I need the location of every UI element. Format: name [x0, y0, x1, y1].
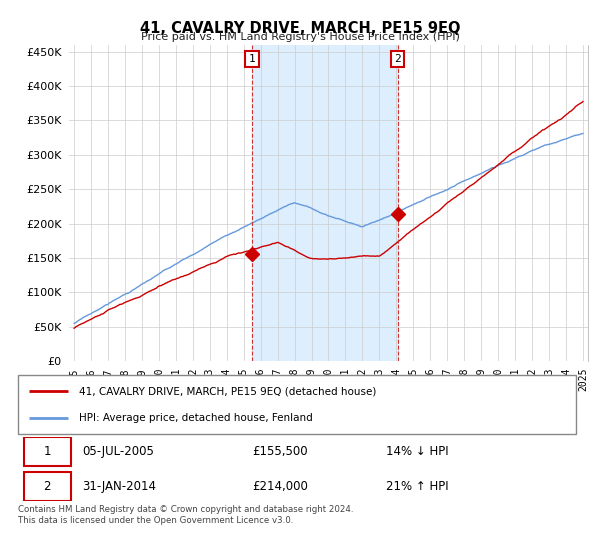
- Text: £214,000: £214,000: [253, 480, 308, 493]
- FancyBboxPatch shape: [23, 472, 71, 501]
- Text: 41, CAVALRY DRIVE, MARCH, PE15 9EQ (detached house): 41, CAVALRY DRIVE, MARCH, PE15 9EQ (deta…: [79, 386, 377, 396]
- Text: 05-JUL-2005: 05-JUL-2005: [82, 445, 154, 458]
- Text: 2: 2: [394, 54, 401, 64]
- Text: £155,500: £155,500: [253, 445, 308, 458]
- Text: 2: 2: [44, 480, 51, 493]
- FancyBboxPatch shape: [18, 375, 576, 434]
- Text: Price paid vs. HM Land Registry's House Price Index (HPI): Price paid vs. HM Land Registry's House …: [140, 32, 460, 43]
- Text: HPI: Average price, detached house, Fenland: HPI: Average price, detached house, Fenl…: [79, 413, 313, 423]
- Text: 1: 1: [44, 445, 51, 458]
- Bar: [252, 45, 398, 361]
- Text: 41, CAVALRY DRIVE, MARCH, PE15 9EQ: 41, CAVALRY DRIVE, MARCH, PE15 9EQ: [140, 21, 460, 36]
- Text: 14% ↓ HPI: 14% ↓ HPI: [386, 445, 449, 458]
- Text: 21% ↑ HPI: 21% ↑ HPI: [386, 480, 449, 493]
- Text: Contains HM Land Registry data © Crown copyright and database right 2024.
This d: Contains HM Land Registry data © Crown c…: [18, 505, 353, 525]
- Text: 1: 1: [249, 54, 256, 64]
- FancyBboxPatch shape: [23, 437, 71, 466]
- Text: 31-JAN-2014: 31-JAN-2014: [82, 480, 156, 493]
